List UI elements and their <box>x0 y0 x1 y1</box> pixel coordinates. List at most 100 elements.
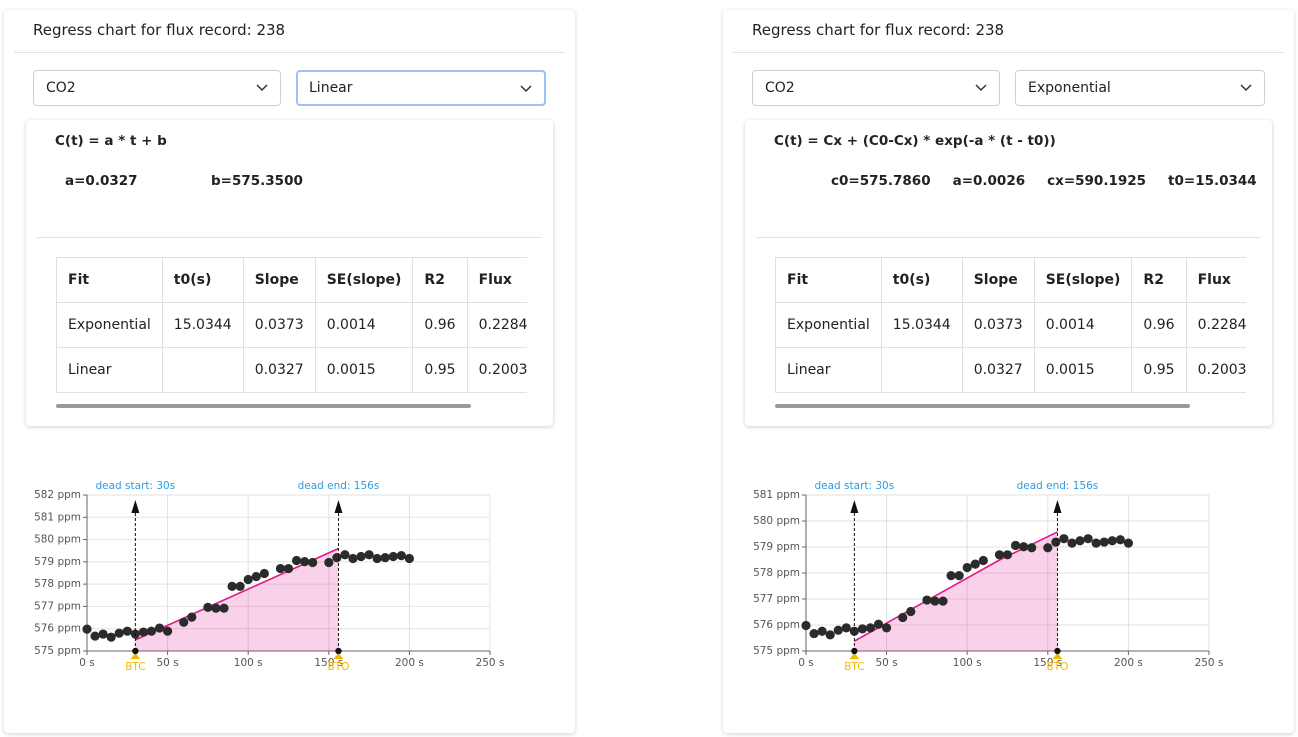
data-point <box>138 627 149 637</box>
panel-card: Regress chart for flux record: 238 CO2 Exp… <box>723 10 1294 733</box>
arrow-head <box>334 500 343 513</box>
annotation-label: dead end: 156s <box>1017 480 1099 492</box>
y-tick-label: 581 ppm <box>34 511 81 523</box>
data-point <box>801 620 811 631</box>
data-point <box>841 623 851 633</box>
table-cell: Exponential <box>56 302 163 348</box>
header-cell: t0(s) <box>161 257 244 303</box>
data-point <box>1002 550 1013 560</box>
data-point <box>380 553 390 563</box>
data-point <box>1123 538 1133 548</box>
table-cell: 0.96 <box>412 302 468 348</box>
params: a=0.0327 b=575.3500 <box>65 173 357 189</box>
data-point <box>873 619 884 629</box>
gas-select[interactable]: CO2 <box>752 70 1000 106</box>
header-cell: Slope <box>242 257 316 303</box>
x-tick-label: 50 s <box>876 657 898 669</box>
y-tick-label: 578 ppm <box>34 578 81 590</box>
chart: 575 ppm 576 ppm 577 ppm 578 ppm 579 ppm 580 p… <box>34 480 504 673</box>
table-cell: 15.0344 <box>880 302 963 348</box>
param: b=575.3500 <box>211 173 303 189</box>
data-point <box>1051 537 1061 547</box>
table-cell: 0.96 <box>1131 302 1187 348</box>
data-point <box>90 631 100 641</box>
data-point <box>970 559 980 569</box>
fit-line <box>853 531 1058 642</box>
x-tick-label: 150 s <box>1033 657 1062 669</box>
divider <box>733 52 1284 53</box>
data-point <box>259 568 269 579</box>
y-tick-label: 578 ppm <box>753 567 800 579</box>
x-tick-label: 0 s <box>798 657 814 669</box>
data-point <box>283 563 294 574</box>
data-point <box>962 562 972 573</box>
table-cell: 0.2284 <box>1185 302 1246 348</box>
data-point <box>235 581 245 591</box>
table-row: Exponential 15.0344 0.0373 0.0014 0.96 0.2284 <box>56 302 527 348</box>
data-point <box>1091 538 1101 548</box>
table-wrap: Fit t0(s) Slope SE(slope) R2 Flux Exponential 1… <box>56 257 527 393</box>
data-point <box>865 623 876 633</box>
table-cell: 0.0014 <box>314 302 414 348</box>
x-tick-label: 150 s <box>314 657 343 669</box>
data-point <box>122 626 132 636</box>
y-tick-label: 576 ppm <box>753 619 800 631</box>
data-point <box>114 628 124 638</box>
data-point <box>898 612 908 623</box>
marker-label: BTO <box>328 661 350 673</box>
marker-triangle <box>333 653 344 659</box>
table-row: Linear 0.0327 0.0015 0.95 0.2003 <box>775 347 1246 393</box>
data-point <box>203 602 213 612</box>
data-point <box>825 630 835 640</box>
y-tick-label: 581 ppm <box>753 489 800 501</box>
marker-dot <box>132 647 139 655</box>
scrollbar[interactable] <box>56 404 471 408</box>
data-point <box>348 553 358 564</box>
table-cell: 0.0015 <box>314 347 414 393</box>
fit-table: Fit t0(s) Slope SE(slope) R2 Flux Exponential 1… <box>775 257 1246 393</box>
data-point <box>275 563 286 574</box>
data-point <box>340 550 350 560</box>
table-cell: 15.0344 <box>161 302 244 348</box>
y-tick-label: 575 ppm <box>34 645 81 657</box>
data-point <box>1010 540 1021 551</box>
y-tick-label: 577 ppm <box>34 600 81 612</box>
data-point <box>857 624 868 634</box>
data-point <box>324 557 334 568</box>
marker-triangle <box>130 653 141 659</box>
marker-label: BTO <box>1047 661 1069 673</box>
table-cell: 0.0373 <box>242 302 316 348</box>
formula: C(t) = Cx + (C0-Cx) * exp(-a * (t - t0)) <box>774 133 1056 149</box>
x-tick-label: 100 s <box>953 657 982 669</box>
panel-card: Regress chart for flux record: 238 CO2 Lin… <box>4 10 575 733</box>
data-point <box>1107 536 1117 546</box>
data-point <box>906 606 916 617</box>
data-point <box>187 612 197 622</box>
table-row: Linear 0.0327 0.0015 0.95 0.2003 <box>56 347 527 393</box>
formula: C(t) = a * t + b <box>55 133 167 149</box>
data-point <box>388 551 398 562</box>
header-cell: Flux <box>466 257 527 303</box>
param: a=0.0026 <box>952 173 1026 189</box>
y-tick-label: 580 ppm <box>753 515 800 527</box>
data-point <box>954 571 964 581</box>
data-point <box>98 629 108 639</box>
param: c0=575.7860 <box>831 173 931 189</box>
data-point <box>922 595 932 605</box>
annotation-label: dead end: 156s <box>298 480 380 492</box>
model-select[interactable]: Exponential <box>1015 70 1265 106</box>
data-point <box>882 623 892 633</box>
params: c0=575.7860 a=0.0026 cx=590.1925 t0=15.0344 <box>831 173 1257 189</box>
chevron <box>975 84 987 92</box>
marker-triangle <box>849 653 860 659</box>
data-point <box>1067 538 1077 548</box>
panel-title: Regress chart for flux record: 238 <box>752 21 1005 39</box>
scrollbar[interactable] <box>775 404 1190 408</box>
model-select[interactable]: Linear <box>296 70 546 106</box>
table-cell: 0.2003 <box>466 347 527 393</box>
header-cell: t0(s) <box>880 257 963 303</box>
table-cell: Linear <box>775 347 882 393</box>
chart: 575 ppm 576 ppm 577 ppm 578 ppm 579 ppm 580 p… <box>753 480 1223 673</box>
x-tick-label: 200 s <box>395 657 424 669</box>
gas-select[interactable]: CO2 <box>33 70 281 106</box>
